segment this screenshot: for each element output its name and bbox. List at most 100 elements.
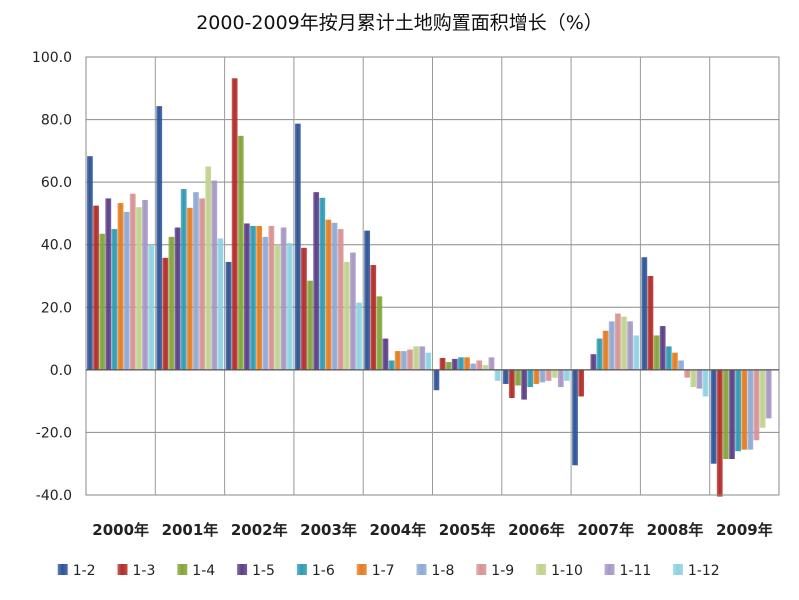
bar-1-7-2000年 <box>117 203 124 370</box>
x-tick-label: 2008年 <box>647 521 704 539</box>
bar-1-5-2004年 <box>382 338 389 370</box>
bar-1-10-2000年 <box>135 207 142 370</box>
bar-1-5-2001年 <box>174 227 181 370</box>
bar-1-10-2007年 <box>621 316 627 370</box>
legend-label-1-6: 1-6 <box>312 563 335 579</box>
bar-1-7-2003年 <box>325 219 332 370</box>
legend-label-1-5: 1-5 <box>252 563 275 579</box>
bar-1-10-2005年 <box>482 365 489 370</box>
bar-1-9-2000年 <box>129 193 136 370</box>
bar-1-5-2006年 <box>521 369 527 400</box>
legend-swatch-1-7 <box>356 564 367 575</box>
bar-1-12-2006年 <box>563 369 570 381</box>
bar-1-3-2001年 <box>162 257 169 370</box>
bar-1-4-2000年 <box>99 233 106 370</box>
bar-1-11-2004年 <box>419 346 426 370</box>
bar-1-6-2009年 <box>735 369 741 452</box>
bar-1-8-2007年 <box>608 321 615 370</box>
bar-1-10-2009年 <box>759 369 766 428</box>
chart-title: 2000-2009年按月累计土地购置面积增长（%） <box>196 12 603 34</box>
bar-1-12-2002年 <box>286 243 293 370</box>
bar-1-2-2007年 <box>572 369 578 466</box>
bar-1-11-2007年 <box>627 321 633 370</box>
bar-1-3-2000年 <box>93 205 99 370</box>
legend-label-1-9: 1-9 <box>491 563 514 579</box>
legend-layer: 1-2 1-3 1-4 1-5 1-6 1-7 1-8 1-9 1-10 1-11 1-12 <box>57 563 720 579</box>
bar-1-8-2004年 <box>400 351 407 370</box>
bar-1-6-2006年 <box>527 369 534 388</box>
bar-1-8-2006年 <box>539 369 546 383</box>
x-tick-label: 2006年 <box>508 521 565 539</box>
bar-1-6-2000年 <box>111 229 118 370</box>
bar-1-9-2008年 <box>684 369 691 378</box>
bar-1-11-2003年 <box>349 252 356 370</box>
bar-1-11-2008年 <box>696 369 703 389</box>
bar-1-12-2003年 <box>356 302 362 370</box>
bar-1-10-2004年 <box>413 346 419 370</box>
legend-swatch-1-8 <box>416 564 427 575</box>
y-tick-label: -20.0 <box>36 425 72 441</box>
bar-1-2-2004年 <box>364 230 371 370</box>
y-tick-label: 20.0 <box>41 300 72 316</box>
bar-1-3-2003年 <box>301 247 307 370</box>
bar-1-2-2009年 <box>710 369 717 464</box>
legend-label-1-7: 1-7 <box>372 563 395 579</box>
legend-swatch-1-3 <box>117 564 128 575</box>
bar-1-7-2005年 <box>464 357 470 370</box>
bar-1-8-2005年 <box>470 363 477 370</box>
bar-1-6-2005年 <box>457 357 464 370</box>
x-tick-label: 2005年 <box>439 521 496 539</box>
y-tick-label: 100.0 <box>32 50 72 66</box>
bar-1-3-2008年 <box>647 276 654 370</box>
bar-1-9-2004年 <box>407 349 413 370</box>
bar-1-2-2002年 <box>225 261 232 370</box>
bar-1-2-2003年 <box>294 123 301 370</box>
bar-1-9-2002年 <box>268 225 275 370</box>
bar-1-7-2006年 <box>533 369 540 384</box>
bar-1-8-2000年 <box>123 211 130 370</box>
bar-1-9-2009年 <box>753 369 760 441</box>
legend-swatch-1-9 <box>476 564 487 575</box>
bar-1-6-2004年 <box>388 360 395 370</box>
x-tick-label: 2007年 <box>577 521 634 539</box>
legend-swatch-1-5 <box>237 564 248 575</box>
y-tick-label: 0.0 <box>50 363 72 379</box>
plot-border <box>85 56 780 496</box>
x-tick-label: 2001年 <box>162 521 219 539</box>
bar-1-4-2003年 <box>307 280 313 370</box>
bar-1-2-2005年 <box>433 369 440 391</box>
legend-swatch-1-2 <box>57 564 68 575</box>
y-tick-label: -40.0 <box>36 488 72 504</box>
bar-1-5-2009年 <box>729 369 735 460</box>
bar-1-4-2008年 <box>653 335 660 370</box>
bar-1-2-2001年 <box>156 106 163 370</box>
bar-1-3-2002年 <box>231 78 238 370</box>
bar-1-12-2001年 <box>217 238 224 370</box>
bar-1-8-2009年 <box>747 369 754 450</box>
bar-1-11-2006年 <box>557 369 564 388</box>
legend-label-1-2: 1-2 <box>73 563 96 579</box>
bar-1-12-2007年 <box>633 335 640 370</box>
grid-layer <box>86 56 779 496</box>
bar-1-8-2003年 <box>331 222 338 370</box>
bar-1-11-2000年 <box>142 199 148 370</box>
bar-1-4-2001年 <box>168 236 175 370</box>
bar-1-6-2008年 <box>665 346 672 370</box>
legend-swatch-1-10 <box>536 564 547 575</box>
bar-1-9-2003年 <box>337 229 344 370</box>
bar-1-6-2003年 <box>319 197 326 370</box>
bar-1-5-2000年 <box>105 198 112 370</box>
bar-1-4-2004年 <box>376 296 383 370</box>
bar-1-7-2004年 <box>394 351 401 370</box>
bar-1-11-2009年 <box>765 369 772 419</box>
bar-1-3-2007年 <box>578 369 585 397</box>
bar-1-10-2006年 <box>551 369 558 378</box>
bar-1-3-2009年 <box>716 369 723 497</box>
x-tick-label: 2004年 <box>369 521 426 539</box>
bar-1-5-2007年 <box>590 354 597 370</box>
bar-1-4-2002年 <box>237 135 244 370</box>
y-tick-label: 40.0 <box>41 238 72 254</box>
x-tick-label: 2002年 <box>231 521 288 539</box>
